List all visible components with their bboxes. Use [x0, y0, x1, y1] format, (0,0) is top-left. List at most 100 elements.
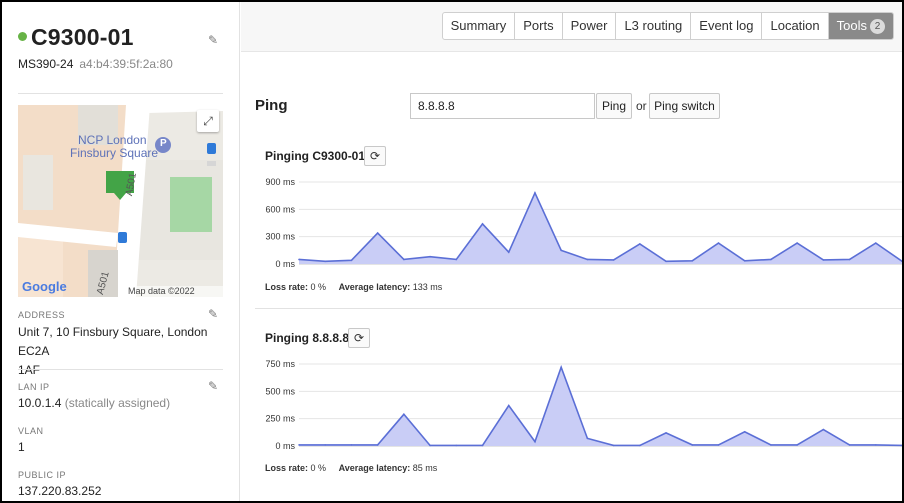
latency-point	[481, 223, 484, 225]
refresh-chart-1-icon[interactable]: ⟳	[364, 146, 386, 166]
latency-line	[299, 364, 902, 447]
ping-button[interactable]: Ping	[596, 93, 632, 119]
chart-2-loss-value: 0 %	[310, 463, 327, 473]
chart-1-loss-value: 0 %	[310, 282, 327, 292]
vlan-value: 1	[18, 440, 25, 454]
latency-point	[796, 444, 798, 446]
google-logo: Google	[22, 279, 67, 294]
vlan-label: VLAN	[18, 426, 44, 436]
tab-event-log[interactable]: Event log	[690, 13, 761, 39]
latency-point	[848, 258, 851, 261]
latency-point	[901, 260, 902, 263]
tab-tools-badge: 2	[870, 19, 885, 34]
map-fullscreen-icon[interactable]: ⤢	[197, 110, 219, 132]
lan-ip-address: 10.0.1.4	[18, 396, 62, 410]
latency-point	[743, 260, 746, 262]
parking-icon: P	[160, 138, 167, 149]
latency-point	[586, 258, 589, 261]
tab-power[interactable]: Power	[561, 13, 616, 39]
latency-point	[612, 259, 615, 261]
latency-point	[376, 232, 379, 234]
latency-point	[691, 444, 694, 446]
latency-point	[350, 259, 353, 262]
latency-point	[298, 258, 300, 261]
latency-point	[481, 444, 484, 447]
chart-1-stats: Loss rate: 0 % Average latency: 133 ms	[265, 282, 442, 292]
chart-divider	[255, 308, 902, 309]
latency-point	[717, 444, 720, 446]
latency-area	[299, 192, 902, 264]
map-place-line-1: NCP London	[78, 133, 147, 147]
latency-point	[586, 437, 589, 440]
ping-section-title: Ping	[255, 97, 288, 114]
edit-name-pencil-icon[interactable]: ✎	[208, 33, 219, 47]
address-line-2: 1AF	[18, 363, 41, 377]
latency-point	[455, 444, 458, 447]
latency-point	[717, 242, 720, 244]
latency-point	[429, 444, 431, 447]
public-ip-label: PUBLIC IP	[18, 470, 67, 480]
latency-point	[403, 413, 405, 416]
latency-point	[403, 258, 405, 261]
latency-point	[665, 432, 667, 434]
lan-ip-value: 10.0.1.4 (statically assigned)	[18, 394, 228, 413]
status-dot	[18, 32, 27, 41]
latency-point	[324, 444, 327, 446]
latency-point	[455, 258, 458, 261]
lan-ip-label: LAN IP	[18, 382, 50, 392]
chart-2-stats: Loss rate: 0 % Average latency: 85 ms	[265, 463, 437, 473]
tab-tools[interactable]: Tools 2	[827, 13, 893, 39]
latency-point	[639, 243, 641, 245]
divider	[18, 93, 223, 94]
latency-point	[770, 258, 772, 261]
map-place-label: NCP London Finsbury Square	[70, 133, 158, 160]
latency-point	[901, 444, 902, 447]
latency-point	[534, 440, 536, 443]
latency-point	[796, 242, 798, 244]
address-value: Unit 7, 10 Finsbury Square, London EC2A …	[18, 323, 228, 380]
latency-point	[822, 259, 825, 261]
latency-point	[560, 249, 562, 252]
chart-1-loss-label: Loss rate:	[265, 282, 309, 292]
latency-point	[534, 192, 536, 194]
y-tick-label: 0 ms	[275, 441, 295, 451]
lan-ip-note: (statically assigned)	[64, 396, 171, 410]
latency-point	[560, 366, 562, 369]
address-line-1: Unit 7, 10 Finsbury Square, London EC2A	[18, 325, 208, 358]
latency-point	[612, 444, 615, 447]
latency-area	[299, 367, 902, 446]
latency-point	[429, 255, 431, 258]
latency-point	[665, 260, 667, 263]
tab-group: Summary Ports Power L3 routing Event log…	[441, 12, 894, 40]
latency-point	[507, 251, 510, 253]
edit-address-pencil-icon[interactable]: ✎	[208, 307, 219, 321]
latency-point	[743, 430, 746, 433]
location-map[interactable]: NCP London Finsbury Square P A501 A501 G…	[18, 105, 223, 297]
y-tick-label: 0 ms	[275, 259, 295, 269]
chart-1-latency-value: 133 ms	[412, 282, 443, 292]
latency-point	[770, 444, 772, 446]
map-graphic	[18, 105, 223, 297]
ping-target-input[interactable]	[410, 93, 595, 119]
tab-ports[interactable]: Ports	[514, 13, 561, 39]
tab-location[interactable]: Location	[761, 13, 827, 39]
tab-l3-routing[interactable]: L3 routing	[615, 13, 690, 39]
public-ip-value: 137.220.83.252	[18, 484, 102, 498]
y-tick-label: 250 ms	[265, 414, 295, 424]
device-model: MS390-24	[18, 57, 74, 71]
y-tick-label: 500 ms	[265, 386, 295, 396]
edit-lan-ip-pencil-icon[interactable]: ✎	[208, 379, 219, 393]
map-attribution: Map data ©2022 Google	[128, 286, 223, 297]
y-tick-label: 300 ms	[265, 232, 295, 242]
address-label: ADDRESS	[18, 310, 66, 320]
chart-2-latency-label: Average latency:	[338, 463, 411, 473]
latency-point	[350, 444, 353, 446]
divider	[18, 369, 223, 370]
y-tick-label: 750 ms	[265, 359, 295, 369]
latency-point	[691, 260, 694, 262]
refresh-chart-2-icon[interactable]: ⟳	[348, 328, 370, 348]
ping-switch-button[interactable]: Ping switch	[649, 93, 720, 119]
latency-point	[376, 444, 379, 446]
tab-summary[interactable]: Summary	[450, 18, 507, 33]
